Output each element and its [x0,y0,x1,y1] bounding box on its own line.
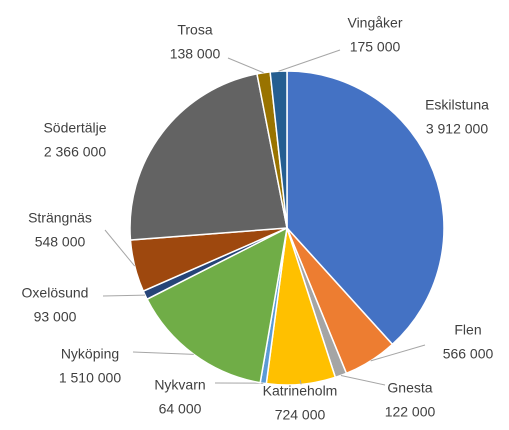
slice-label: Nykvarn [154,377,205,393]
pie-slice [146,226,288,384]
leader-line [370,344,426,362]
slice-label: Trosa [177,22,212,38]
slice-label: Oxelösund [22,285,89,301]
slice-label: Nyköping [61,346,119,362]
slice-value: 64 000 [159,401,202,417]
slice-value: 175 000 [350,39,401,55]
leader-line [227,57,264,74]
slice-value: 724 000 [275,407,326,423]
pie-slice [286,70,445,346]
slice-value: 122 000 [385,404,436,420]
slice-label: Strängnäs [28,210,92,226]
leader-line [132,351,194,355]
leader-line [340,374,386,386]
slice-value: 1 510 000 [59,370,121,386]
slice-label: Södertälje [43,120,106,136]
slice-label: Katrineholm [263,383,338,399]
slice-value: 2 366 000 [44,144,106,160]
slice-value: 548 000 [35,234,86,250]
leader-line [299,379,302,385]
slice-value: 93 000 [34,309,77,325]
slice-label: Flen [454,322,481,338]
leader-line [104,229,136,267]
slice-value: 566 000 [443,346,494,362]
slice-value: 3 912 000 [426,121,488,137]
slice-label: Gnesta [387,380,432,396]
slice-label: Eskilstuna [425,97,489,113]
leader-line [278,49,341,72]
slice-label: Vingåker [347,15,402,31]
pie-slice [129,73,288,241]
leader-line [102,294,146,297]
slice-value: 138 000 [170,46,221,62]
